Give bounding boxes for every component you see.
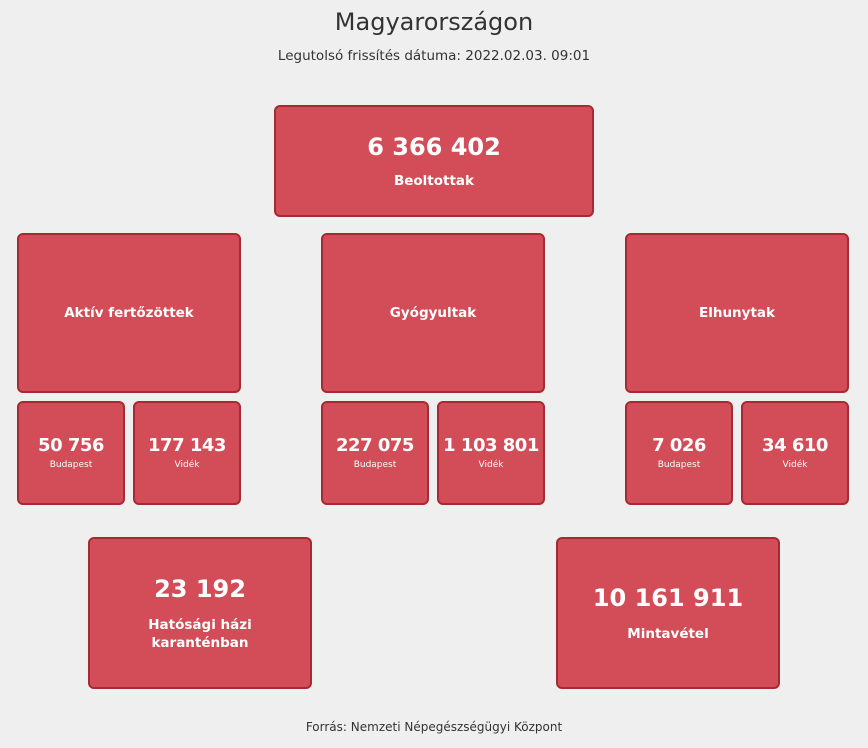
vaccinated-value: 6 366 402: [367, 133, 501, 161]
vaccinated-card: 6 366 402 Beoltottak: [274, 105, 594, 217]
recovered-budapest-card: 227 075 Budapest: [321, 401, 429, 505]
quarantine-label: Hatósági házi karanténban: [148, 617, 252, 651]
active-infected-label: Aktív fertőzöttek: [64, 305, 194, 321]
sampling-card: 10 161 911 Mintavétel: [556, 537, 780, 689]
active-videk-card: 177 143 Vidék: [133, 401, 241, 505]
active-infected-card: Aktív fertőzöttek: [17, 233, 241, 393]
recovered-card: Gyógyultak: [321, 233, 545, 393]
active-videk-value: 177 143: [148, 434, 226, 456]
deceased-budapest-label: Budapest: [657, 459, 701, 470]
deceased-label: Elhunytak: [698, 305, 776, 321]
recovered-budapest-value: 227 075: [336, 434, 414, 456]
vaccinated-label: Beoltottak: [393, 173, 475, 189]
last-update-text: Legutolsó frissítés dátuma: 2022.02.03. …: [277, 48, 591, 64]
recovered-label: Gyógyultak: [389, 305, 477, 321]
active-budapest-value: 50 756: [38, 434, 104, 456]
quarantine-card: 23 192 Hatósági házi karanténban: [88, 537, 312, 689]
active-budapest-card: 50 756 Budapest: [17, 401, 125, 505]
page-title: Magyarországon: [334, 8, 534, 36]
active-budapest-label: Budapest: [49, 459, 93, 470]
recovered-videk-label: Vidék: [478, 459, 504, 470]
recovered-budapest-label: Budapest: [353, 459, 397, 470]
source-footer: Forrás: Nemzeti Népegészségügyi Központ: [305, 720, 563, 734]
deceased-card: Elhunytak: [625, 233, 849, 393]
deceased-videk-value: 34 610: [762, 434, 828, 456]
active-videk-label: Vidék: [174, 459, 200, 470]
recovered-videk-card: 1 103 801 Vidék: [437, 401, 545, 505]
deceased-videk-label: Vidék: [782, 459, 808, 470]
sampling-value: 10 161 911: [592, 584, 744, 612]
deceased-budapest-card: 7 026 Budapest: [625, 401, 733, 505]
deceased-budapest-value: 7 026: [652, 434, 706, 456]
recovered-videk-value: 1 103 801: [443, 434, 539, 456]
deceased-videk-card: 34 610 Vidék: [741, 401, 849, 505]
quarantine-value: 23 192: [154, 575, 246, 603]
sampling-label: Mintavétel: [627, 626, 709, 642]
